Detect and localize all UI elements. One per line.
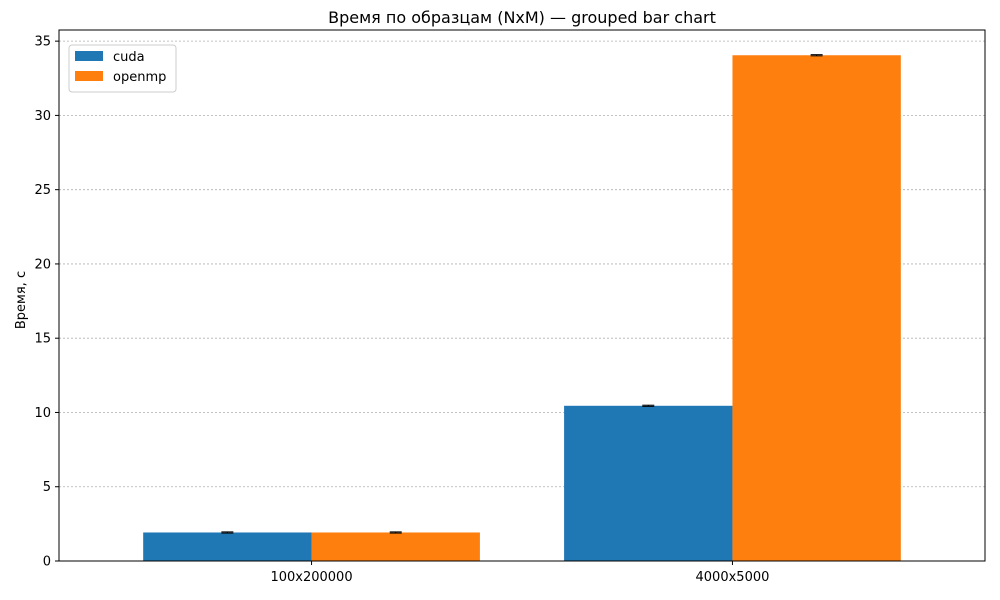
y-tick-label: 15 [34,332,51,347]
y-tick-label: 30 [34,109,51,124]
y-tick-label: 20 [34,257,51,272]
bars [143,55,901,561]
legend: cuda openmp [68,44,177,93]
bar-openmp-4000x5000 [732,55,901,561]
legend-label-cuda: cuda [113,50,145,65]
bar-cuda-4000x5000 [564,405,733,561]
y-tick-label: 25 [34,183,51,198]
y-tick-label: 0 [43,555,51,570]
y-tick-label: 5 [43,480,51,495]
bar-cuda-100x200000 [143,532,312,561]
y-axis-ticks: 0 5 10 15 20 25 30 35 [34,35,59,570]
x-tick-label: 100x200000 [270,570,352,585]
x-tick-label: 4000x5000 [696,570,770,585]
y-tick-label: 10 [34,406,51,421]
legend-label-openmp: openmp [113,70,166,85]
legend-swatch-cuda [75,51,103,61]
legend-swatch-openmp [75,71,103,81]
y-tick-label: 35 [34,35,51,50]
error-bars [221,54,823,534]
x-axis-ticks: 100x200000 4000x5000 [270,561,769,585]
chart-title: Время по образцам (NxM) — grouped bar ch… [328,8,716,27]
bar-openmp-100x200000 [311,532,480,561]
y-axis-label: Время, с [14,271,29,329]
plot-frame [58,29,986,562]
